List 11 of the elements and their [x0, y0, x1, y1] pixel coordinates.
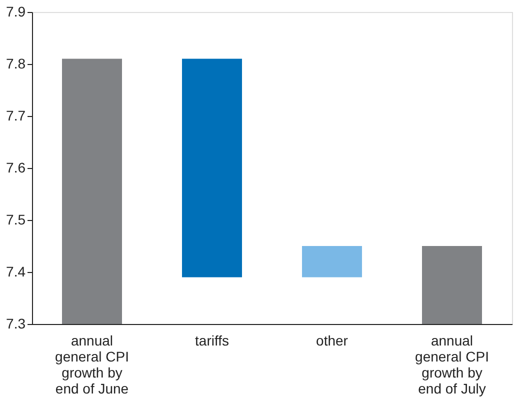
x-tick-label: annual general CPI growth by end of June [55, 332, 129, 396]
y-tick-label: 7.4 [6, 264, 26, 280]
y-tick-label: 7.8 [6, 56, 26, 72]
x-tick-label: other [316, 332, 348, 348]
y-tick-label: 7.6 [6, 160, 26, 176]
y-tick-label: 7.3 [6, 316, 26, 332]
x-tick-label: tariffs [195, 332, 229, 348]
y-tick-label: 7.7 [6, 108, 26, 124]
x-tick-label: annual general CPI growth by end of July [415, 332, 489, 396]
y-tick-label: 7.9 [6, 4, 26, 20]
y-tick-label: 7.5 [6, 212, 26, 228]
